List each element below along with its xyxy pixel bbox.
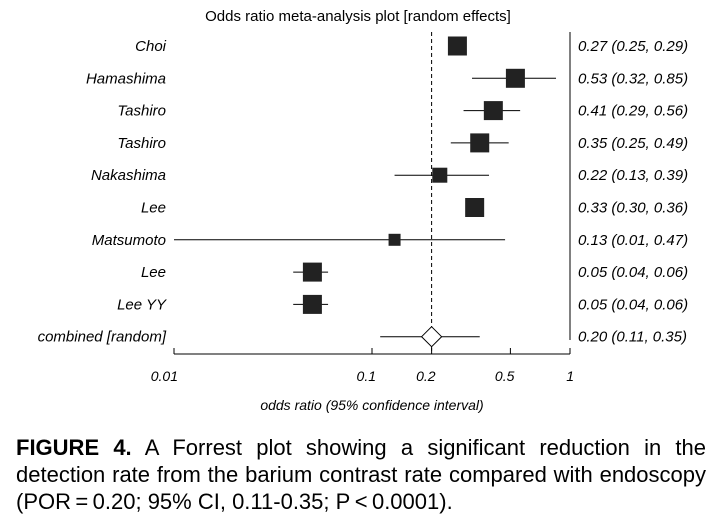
x-tick-label: 0.01 — [151, 368, 178, 384]
study-label: Tashiro — [117, 135, 166, 152]
effect-marker — [388, 233, 401, 246]
x-tick-label: 0.1 — [357, 368, 376, 384]
combined-diamond — [420, 325, 443, 348]
effect-marker — [447, 36, 467, 56]
caption-text: A Forrest plot showing a significant red… — [16, 435, 706, 514]
ci-value: 0.33 (0.30, 0.36) — [578, 200, 688, 217]
effect-marker — [470, 133, 490, 153]
study-label: Lee — [141, 264, 166, 281]
study-row: Tashiro 0.35 (0.25, 0.49) — [117, 133, 688, 153]
study-row: Lee 0.33 (0.30, 0.36) — [141, 198, 688, 217]
study-row: Nakashima 0.22 (0.13, 0.39) — [91, 167, 688, 184]
figure-caption: FIGURE 4. A Forrest plot showing a signi… — [16, 434, 706, 515]
ci-value: 0.27 (0.25, 0.29) — [578, 38, 688, 55]
study-label: Matsumoto — [92, 232, 166, 249]
study-label: Tashiro — [117, 103, 166, 120]
effect-marker — [465, 198, 485, 217]
chart-title: Odds ratio meta-analysis plot [random ef… — [205, 8, 511, 25]
x-tick-label: 0.2 — [416, 368, 436, 384]
study-row: Choi 0.27 (0.25, 0.29) — [135, 36, 688, 56]
study-row: Tashiro 0.41 (0.29, 0.56) — [117, 101, 688, 121]
study-label: Choi — [135, 38, 167, 55]
forest-plot: Odds ratio meta-analysis plot [random ef… — [38, 8, 688, 413]
combined-ci-value: 0.20 (0.11, 0.35) — [578, 329, 687, 346]
study-row: Lee 0.05 (0.04, 0.06) — [141, 262, 688, 282]
effect-marker — [302, 262, 322, 282]
study-row: Lee YY 0.05 (0.04, 0.06) — [117, 294, 688, 314]
ci-value: 0.13 (0.01, 0.47) — [578, 232, 688, 249]
study-label: Lee — [141, 200, 166, 217]
study-label: Hamashima — [86, 70, 166, 87]
effect-marker — [505, 68, 525, 88]
ci-value: 0.05 (0.04, 0.06) — [578, 264, 688, 281]
effect-marker — [432, 167, 448, 183]
x-axis-label: odds ratio (95% confidence interval) — [260, 397, 483, 413]
figure-label: FIGURE 4. — [16, 435, 132, 460]
ci-value: 0.35 (0.25, 0.49) — [578, 135, 688, 152]
study-label: Nakashima — [91, 167, 166, 184]
effect-marker — [302, 294, 322, 314]
ci-value: 0.22 (0.13, 0.39) — [578, 167, 688, 184]
ci-value: 0.05 (0.04, 0.06) — [578, 296, 688, 313]
combined-row: combined [random] 0.20 (0.11, 0.35) — [38, 325, 687, 348]
x-tick-label: 1 — [566, 368, 574, 384]
study-row: Matsumoto 0.13 (0.01, 0.47) — [92, 232, 688, 249]
x-tick-label: 0.5 — [495, 368, 515, 384]
study-row: Hamashima 0.53 (0.32, 0.85) — [86, 68, 688, 88]
study-label: Lee YY — [117, 296, 167, 313]
combined-label: combined [random] — [38, 329, 167, 346]
ci-value: 0.53 (0.32, 0.85) — [578, 70, 688, 87]
effect-marker — [483, 101, 503, 121]
ci-value: 0.41 (0.29, 0.56) — [578, 103, 688, 120]
